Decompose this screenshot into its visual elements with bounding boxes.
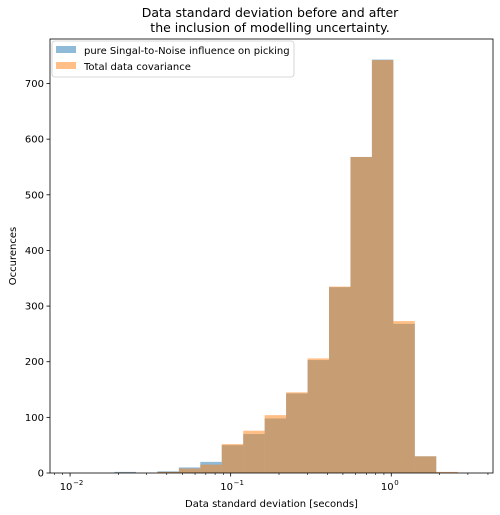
x-tick-label: 10: [60, 482, 73, 493]
histogram-bar: [221, 444, 244, 473]
histogram-bar: [329, 286, 351, 473]
legend: pure Singal-to-Noise influence on pickin…: [51, 40, 295, 78]
histogram-bar: [264, 415, 287, 473]
series-1: [114, 60, 458, 473]
histogram-bar: [178, 468, 201, 473]
legend-frame: [51, 40, 295, 78]
histogram-bar: [371, 60, 394, 473]
bars-layer: [114, 59, 458, 474]
x-tick-label: 10: [220, 482, 233, 493]
x-tick-exponent: 0: [394, 479, 398, 487]
y-tick-label: 400: [25, 246, 44, 257]
histogram-bar: [350, 156, 372, 473]
histogram-bar: [200, 464, 222, 473]
x-tick-exponent: −2: [73, 479, 83, 487]
y-tick-label: 700: [25, 79, 44, 90]
y-tick-label: 600: [25, 135, 44, 146]
y-tick-label: 100: [25, 413, 44, 424]
y-tick-label: 300: [25, 302, 44, 313]
legend-label-snr: pure Singal-to-Noise influence on pickin…: [84, 46, 290, 57]
legend-label-total: Total data covariance: [83, 62, 191, 73]
y-tick-label: 200: [25, 357, 44, 368]
x-axis-label: Data standard deviation [seconds]: [185, 499, 358, 510]
legend-swatch-snr: [56, 46, 76, 53]
histogram-bar: [436, 471, 458, 473]
y-tick-label: 500: [25, 190, 44, 201]
histogram-bar: [157, 471, 179, 473]
plot-area-frame: [49, 38, 494, 474]
histogram-bar: [286, 392, 308, 473]
y-tick-label: 0: [38, 469, 44, 480]
chart-title-line1: Data standard deviation before and after: [142, 5, 399, 20]
legend-swatch-total: [56, 62, 76, 69]
x-tick-exponent: −1: [234, 479, 244, 487]
y-ticks: 0 100 200 300 400 500 600 700: [25, 79, 50, 480]
chart-title-line2: the inclusion of modelling uncertainty.: [150, 20, 389, 35]
histogram-bar: [393, 321, 415, 473]
histogram-bar: [414, 456, 437, 473]
x-tick-label: 10: [381, 482, 394, 493]
y-axis-label: Occurences: [8, 227, 19, 285]
histogram-bar: [243, 430, 265, 473]
histogram-bar: [307, 358, 330, 473]
